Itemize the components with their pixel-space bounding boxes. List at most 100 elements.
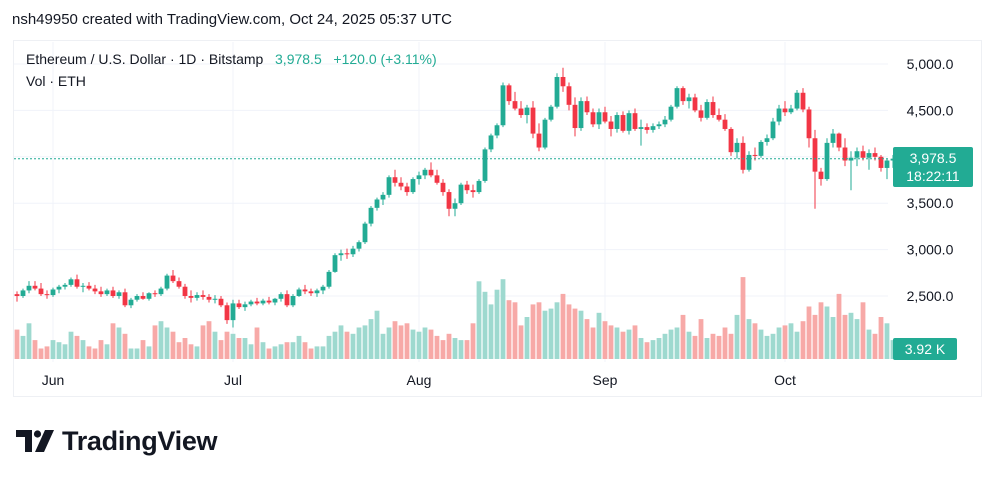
volume-bar — [752, 323, 758, 359]
volume-bar — [626, 329, 632, 359]
candle-body — [440, 182, 446, 193]
chart-frame[interactable] — [13, 40, 982, 397]
candle-body — [620, 115, 626, 131]
candle-body — [512, 101, 518, 109]
volume-bar — [116, 327, 122, 359]
candle — [56, 284, 62, 294]
price-candles — [14, 67, 896, 328]
bar-countdown: 18:22:11 — [906, 168, 960, 184]
candle-body — [122, 292, 128, 306]
candle-body — [464, 184, 470, 191]
volume-bar — [404, 323, 410, 359]
candle-body — [878, 156, 884, 168]
candle-body — [338, 253, 344, 256]
candle-body — [74, 279, 80, 287]
candle — [446, 189, 452, 217]
candle — [296, 287, 302, 297]
candle-body — [278, 294, 284, 299]
logo-text: TradingView — [62, 425, 218, 456]
candle — [428, 162, 434, 178]
candle-body — [26, 285, 32, 291]
candle-body — [236, 303, 242, 308]
volume-bar — [728, 333, 734, 359]
candle — [434, 169, 440, 185]
candle — [200, 290, 206, 300]
volume-bar — [668, 329, 674, 359]
volume-bar — [848, 312, 854, 359]
candle-body — [116, 292, 122, 296]
time-axis[interactable]: Jun Jul Aug Sep Oct — [42, 372, 796, 388]
candle — [182, 283, 188, 299]
volume-bar — [734, 314, 740, 359]
candle — [608, 115, 614, 137]
volume-bar — [344, 331, 350, 359]
volume-bar — [758, 329, 764, 359]
candle — [164, 273, 170, 291]
candle — [272, 297, 278, 306]
candle-body — [182, 286, 188, 296]
candle — [578, 97, 584, 131]
volume-bar — [50, 340, 56, 359]
candle-body — [410, 179, 416, 193]
volume-bar — [674, 327, 680, 359]
volume-bar — [596, 312, 602, 359]
candle — [824, 138, 830, 181]
candle-body — [488, 135, 494, 150]
candle — [356, 240, 362, 252]
candle-body — [368, 207, 374, 224]
candle — [26, 281, 32, 294]
volume-bar — [434, 335, 440, 359]
candle — [476, 179, 482, 194]
volume-bar — [386, 327, 392, 359]
candle — [536, 123, 542, 152]
volume-bar — [320, 346, 326, 359]
candle-body — [428, 169, 434, 176]
candle-body — [782, 108, 788, 113]
volume-bar — [158, 321, 164, 359]
candle — [248, 299, 254, 307]
candle — [722, 114, 728, 131]
candle-body — [110, 290, 116, 296]
volume-bar — [296, 335, 302, 359]
candle-body — [404, 186, 410, 193]
candle — [110, 286, 116, 298]
candle — [770, 117, 776, 141]
volume-bar — [242, 338, 248, 359]
x-tick-label: Oct — [774, 372, 796, 388]
candle — [650, 123, 656, 133]
volume-legend[interactable]: Vol · ETH — [26, 73, 86, 89]
volume-bar — [458, 340, 464, 359]
volume-bar — [776, 327, 782, 359]
candle-body — [392, 177, 398, 183]
volume-bar — [476, 281, 482, 359]
price-axis[interactable]: 5,000.0 4,500.0 3,500.0 3,000.0 2,500.0 — [907, 56, 954, 304]
candle-body — [44, 294, 50, 296]
candle — [734, 138, 740, 159]
candle — [212, 295, 218, 304]
volume-bar — [506, 300, 512, 359]
candle — [134, 294, 140, 302]
candle-body — [86, 285, 92, 289]
candle-body — [296, 289, 302, 296]
candle — [68, 277, 74, 287]
symbol-name: Ethereum / U.S. Dollar — [26, 51, 167, 67]
volume-bar — [794, 331, 800, 359]
candle — [506, 83, 512, 105]
candle — [686, 93, 692, 109]
volume-bar — [308, 348, 314, 359]
symbol-legend[interactable]: Ethereum / U.S. Dollar · 1D · Bitstamp 3… — [26, 51, 437, 67]
volume-bar — [224, 331, 230, 359]
candle — [122, 288, 128, 308]
candle — [884, 158, 890, 180]
volume-bar — [488, 304, 494, 359]
candle-body — [422, 169, 428, 176]
candle — [416, 171, 422, 185]
exchange: Bitstamp — [208, 51, 264, 67]
candle-body — [206, 296, 212, 300]
candle — [104, 288, 110, 296]
volume-bar — [44, 346, 50, 359]
candle-body — [854, 151, 860, 158]
candle-body — [800, 92, 806, 110]
candle-body — [92, 288, 98, 292]
